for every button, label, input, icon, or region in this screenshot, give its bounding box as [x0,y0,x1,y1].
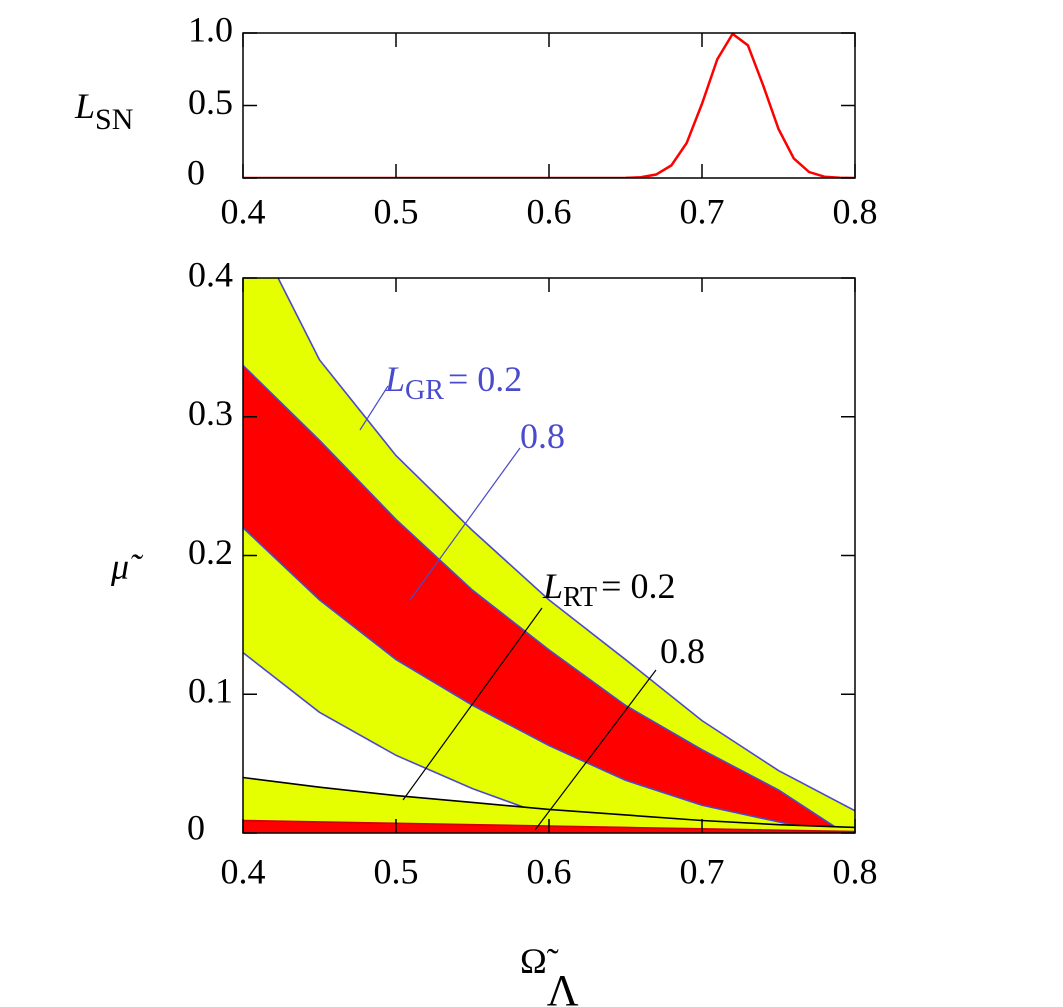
plot-area [243,278,855,833]
annotation: LGR = 0.2 [384,359,522,406]
leader-line [409,447,521,601]
y-axis-label-main: L [74,86,95,126]
y-tick-label: 0.4 [188,254,233,294]
y-tick-label: 0.2 [188,532,233,572]
x-tick-label: 0.6 [527,851,572,891]
annotation-rest: = 0.2 [448,359,522,399]
leader-line [402,607,543,801]
annotation: LRT = 0.2 [542,566,675,613]
x-tick-label: 0.4 [221,191,266,231]
band-edge [277,278,855,812]
leader-line [534,669,657,831]
band-edge [243,527,834,833]
x-tick-label: 0.6 [527,191,572,231]
x-tick-label: 0.7 [680,851,725,891]
x-axis-label-sub: Λ [547,966,579,1007]
annotation-rest: = 0.2 [601,566,675,606]
line [243,33,855,178]
annotation-sub: GR [405,375,444,406]
y-tick-label: 0 [187,152,205,192]
annotation-sub: RT [563,582,597,613]
annotation-main: 0.8 [520,416,565,456]
band-fill [243,278,855,833]
axes-frame [242,32,856,179]
x-tick-label: 0.8 [833,851,878,891]
y-tick-label: 0.3 [188,393,233,433]
band-edge [243,776,855,829]
plot-area [243,33,855,178]
y-tick-label: 1.0 [188,9,233,49]
band-fill [243,365,845,833]
y-axis-label: LSN [74,86,133,136]
y-tick-label: 0.5 [188,82,233,122]
y-tick-label: 0.1 [188,671,233,711]
leader-line [359,385,389,431]
annotation: 0.8 [660,631,705,671]
annotation-main: L [542,566,563,606]
leader-lines [359,385,657,831]
x-axis-label: Ω̃Λ [520,941,579,1007]
x-tick-label: 0.8 [833,191,878,231]
annotation-main: 0.8 [660,631,705,671]
y-axis-label-sub: SN [95,103,133,136]
x-tick-label: 0.5 [374,191,419,231]
x-tick-label: 0.4 [221,851,266,891]
x-tick-label: 0.7 [680,191,725,231]
annotation: 0.8 [520,416,565,456]
band-edge [243,364,846,833]
y-axis-label: μ̃ [110,546,144,586]
x-tick-label: 0.5 [374,851,419,891]
y-tick-label: 0 [187,807,205,847]
annotation-main: L [384,359,405,399]
